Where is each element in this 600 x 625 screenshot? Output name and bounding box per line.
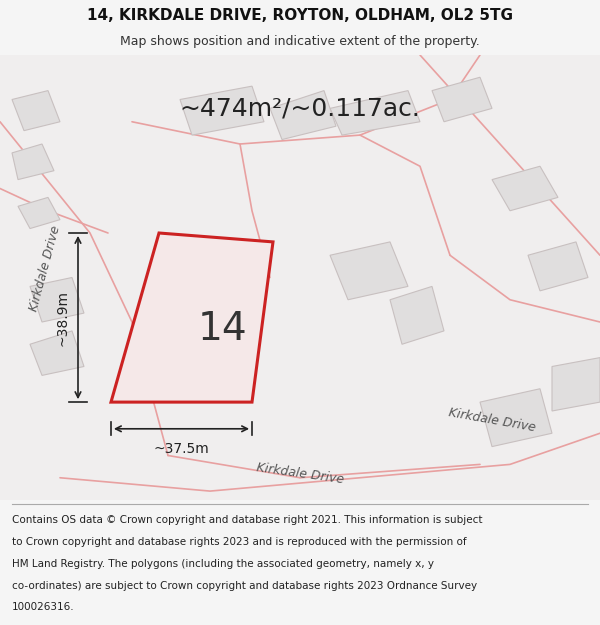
Polygon shape <box>330 91 420 135</box>
Text: ~37.5m: ~37.5m <box>154 442 209 456</box>
Text: Contains OS data © Crown copyright and database right 2021. This information is : Contains OS data © Crown copyright and d… <box>12 515 482 525</box>
Text: Map shows position and indicative extent of the property.: Map shows position and indicative extent… <box>120 35 480 48</box>
Polygon shape <box>30 278 84 322</box>
Polygon shape <box>492 166 558 211</box>
Text: ~474m²/~0.117ac.: ~474m²/~0.117ac. <box>179 96 421 121</box>
Polygon shape <box>390 286 444 344</box>
Polygon shape <box>111 233 273 402</box>
Text: Kirkdale Drive: Kirkdale Drive <box>28 224 62 313</box>
Polygon shape <box>552 357 600 411</box>
Text: ~38.9m: ~38.9m <box>56 289 70 346</box>
Polygon shape <box>330 242 408 300</box>
Polygon shape <box>528 242 588 291</box>
Text: 14, KIRKDALE DRIVE, ROYTON, OLDHAM, OL2 5TG: 14, KIRKDALE DRIVE, ROYTON, OLDHAM, OL2 … <box>87 8 513 23</box>
Text: 14: 14 <box>198 309 248 348</box>
Text: HM Land Registry. The polygons (including the associated geometry, namely x, y: HM Land Registry. The polygons (includin… <box>12 559 434 569</box>
Text: co-ordinates) are subject to Crown copyright and database rights 2023 Ordnance S: co-ordinates) are subject to Crown copyr… <box>12 581 477 591</box>
Polygon shape <box>18 198 60 229</box>
Polygon shape <box>480 389 552 447</box>
Text: Kirkdale Drive: Kirkdale Drive <box>448 406 536 434</box>
Polygon shape <box>12 144 54 179</box>
Polygon shape <box>12 91 60 131</box>
Polygon shape <box>30 331 84 376</box>
Text: to Crown copyright and database rights 2023 and is reproduced with the permissio: to Crown copyright and database rights 2… <box>12 537 467 547</box>
Polygon shape <box>432 78 492 122</box>
Polygon shape <box>180 86 264 135</box>
Polygon shape <box>270 91 336 139</box>
Text: 100026316.: 100026316. <box>12 602 74 612</box>
Text: Kirkdale Drive: Kirkdale Drive <box>256 461 344 486</box>
